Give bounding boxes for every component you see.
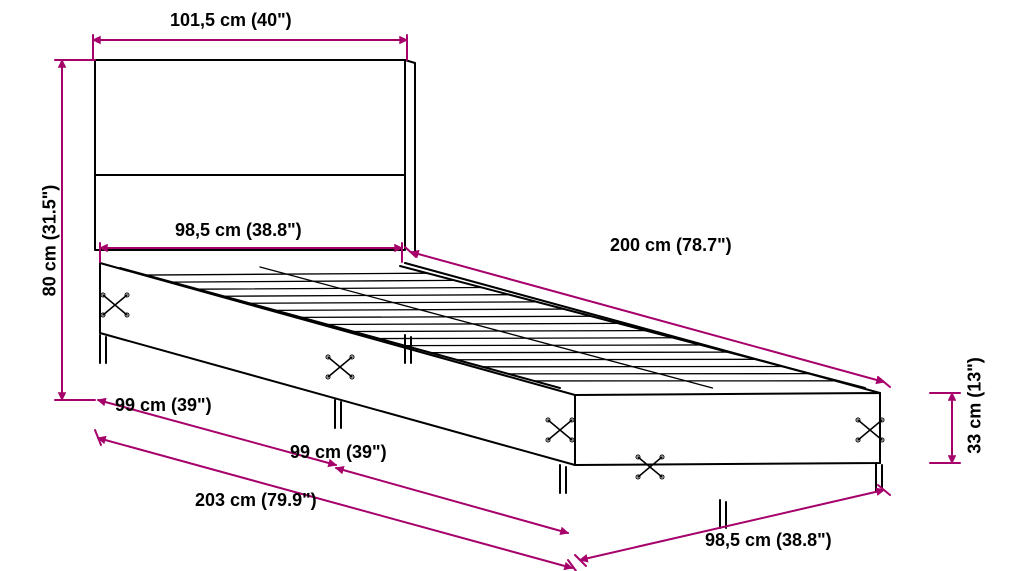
diagram-svg	[0, 0, 1020, 571]
label-bottom-right: 98,5 cm (38.8")	[705, 530, 832, 551]
label-left-height: 80 cm (31.5")	[40, 171, 61, 311]
label-seg-b: 99 cm (39")	[290, 442, 387, 463]
label-bottom-left: 203 cm (79.9")	[195, 490, 317, 511]
label-depth-right: 200 cm (78.7")	[610, 235, 732, 256]
label-inner-width: 98,5 cm (38.8")	[175, 220, 302, 241]
label-right-height: 33 cm (13")	[965, 346, 986, 466]
label-top-width: 101,5 cm (40")	[170, 10, 292, 31]
label-seg-a: 99 cm (39")	[115, 395, 212, 416]
diagram-stage: 101,5 cm (40") 80 cm (31.5") 98,5 cm (38…	[0, 0, 1020, 571]
